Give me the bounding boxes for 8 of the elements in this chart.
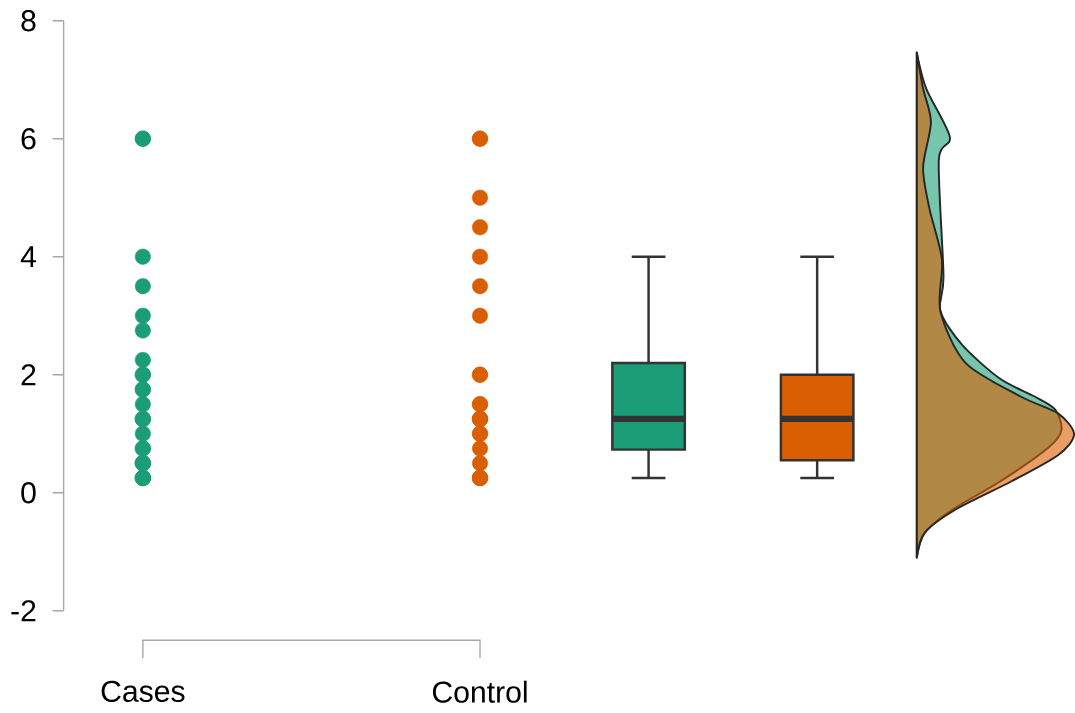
y-tick-label: 8 — [21, 10, 36, 32]
x-tick-label: Cases — [101, 680, 185, 703]
y-tick-label: 0 — [21, 482, 36, 504]
y-tick-label: 2 — [21, 364, 36, 386]
y-tick-label: 6 — [21, 128, 36, 150]
y-tick-label: -2 — [11, 600, 36, 622]
x-tick-label: Control — [432, 680, 527, 703]
y-tick-label: 4 — [20, 246, 36, 268]
